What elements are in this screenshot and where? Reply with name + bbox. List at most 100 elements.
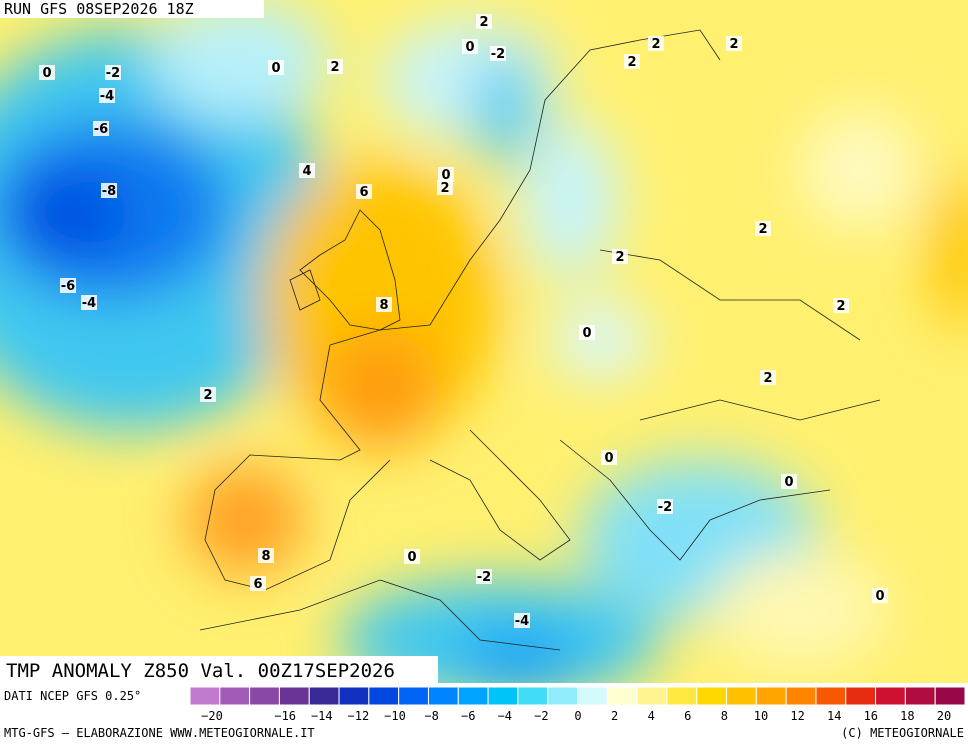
colorbar-tick-label: 10 (754, 709, 768, 723)
contour-label-bg (657, 499, 673, 514)
contour-label: 2 (203, 388, 212, 403)
contour-label: 8 (261, 549, 270, 564)
colorbar-tick-label: 0 (574, 709, 581, 723)
colorbar-swatch (755, 686, 787, 706)
colorbar-swatch (427, 686, 459, 706)
colorbar-swatch (398, 686, 429, 706)
contour-label-bg (490, 46, 506, 61)
contour-label: 6 (253, 577, 262, 592)
source-label: DATI NCEP GFS 0.25° (4, 689, 141, 703)
colorbar-swatch (457, 686, 489, 706)
map-field (0, 0, 968, 683)
colorbar-tick-label: 14 (827, 709, 841, 723)
contour-label: 2 (758, 222, 767, 237)
contour-label: -4 (100, 89, 114, 104)
coastlines (199, 29, 881, 651)
contour-labels: 0 -2-4-6-8-6-40 220 -22 224602228022200-2860… (39, 14, 888, 629)
colorbar-tick-label: 16 (864, 709, 878, 723)
contour-label-bg (404, 549, 420, 564)
footer-right: (C) METEOGIORNALE (841, 726, 964, 740)
run-label: RUN GFS 08SEP2026 18Z (4, 0, 194, 18)
colorbar-tick-label: 8 (721, 709, 728, 723)
colorbar-tick-label: 18 (900, 709, 914, 723)
colorbar-tick-label: −10 (384, 709, 406, 723)
contour-label: -2 (477, 570, 491, 585)
contour-label-bg (105, 65, 121, 80)
contour-label: -6 (61, 279, 75, 294)
contour-label: 2 (836, 299, 845, 314)
colorbar-tick-label: −12 (348, 709, 370, 723)
contour-label-bg (476, 14, 492, 29)
colorbar-swatch (517, 686, 549, 706)
contour-label: -4 (82, 296, 96, 311)
contour-label: 6 (359, 185, 368, 200)
colorbar-swatch (219, 686, 251, 706)
contour-label-bg (648, 36, 664, 51)
contour-label-bg (101, 183, 117, 198)
footer-left: MTG-GFS — ELABORAZIONE WWW.METEOGIORNALE… (4, 726, 315, 740)
colorbar-tick-label: −8 (424, 709, 438, 723)
colorbar-tick-label: −14 (311, 709, 333, 723)
contour-label-bg (872, 588, 888, 603)
colorbar-swatch (636, 686, 668, 706)
contour-label: -2 (106, 66, 120, 81)
contour-label: -2 (658, 500, 672, 515)
colorbar-swatch (338, 686, 370, 706)
colorbar-swatch (904, 686, 936, 706)
colorbar-swatch (249, 686, 280, 706)
contour-label-bg (250, 576, 266, 591)
contour-label-bg (376, 297, 392, 312)
contour-label: 2 (763, 371, 772, 386)
colorbar-swatch (696, 686, 728, 706)
colorbar-swatch (815, 686, 847, 706)
colorbar-tick-label: 12 (790, 709, 804, 723)
contour-label: 0 (407, 550, 416, 565)
colorbar: −20 −16 −14 −12 −10 −8 −6 −4 −2 0 2 4 6 8 10 12 14 16 18 20 (189, 686, 966, 723)
colorbar-swatch (726, 686, 757, 706)
map-title: TMP ANOMALY Z850 Val. 00Z17SEP2026 (6, 660, 395, 682)
contour-label-bg (624, 54, 640, 69)
contour-label: 2 (651, 37, 660, 52)
colorbar-swatch (368, 686, 400, 706)
colorbar-swatch (785, 686, 817, 706)
contour-label: -2 (491, 47, 505, 62)
colorbar-tick-label: −16 (274, 709, 296, 723)
contour-label-bg (39, 65, 55, 80)
colorbar-swatch (606, 686, 638, 706)
contour-label: 0 (42, 66, 51, 81)
contour-label-bg (755, 221, 771, 236)
colorbar-swatch (666, 686, 698, 706)
contour-label-bg (514, 613, 530, 628)
contour-label-bg (760, 370, 776, 385)
colorbar-tick-label: 6 (684, 709, 691, 723)
colorbar-tick-label: 4 (648, 709, 655, 723)
colorbar-swatch (308, 686, 340, 706)
contour-label: 8 (379, 298, 388, 313)
contour-label-bg (356, 184, 372, 199)
contour-label-bg (781, 474, 797, 489)
contour-label: 0 (875, 589, 884, 604)
colorbar-swatch (577, 686, 608, 706)
contour-label-bg (438, 167, 454, 182)
contour-label: 0 (604, 451, 613, 466)
colorbar-tick-label: −6 (461, 709, 475, 723)
contour-label-bg (579, 325, 595, 340)
contour-label-bg (437, 180, 453, 195)
contour-label: 2 (479, 15, 488, 30)
colorbar-swatch (934, 686, 966, 706)
colorbar-swatch (278, 686, 310, 706)
colorbar-tick-label: −2 (534, 709, 548, 723)
contour-label: 2 (440, 181, 449, 196)
contour-label: 0 (582, 326, 591, 341)
contour-label: 2 (627, 55, 636, 70)
colorbar-swatch (845, 686, 877, 706)
colorbar-swatch (875, 686, 906, 706)
contour-label: 2 (615, 250, 624, 265)
contour-label-bg (258, 548, 274, 563)
colorbar-swatch (487, 686, 519, 706)
contour-label-bg (327, 59, 343, 74)
contour-label: -8 (102, 184, 116, 199)
contour-label-bg (200, 387, 216, 402)
contour-label-bg (81, 295, 97, 310)
